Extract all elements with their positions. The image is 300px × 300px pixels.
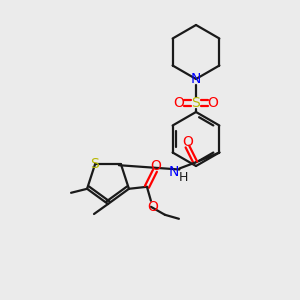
Text: O: O (151, 159, 161, 173)
Text: N: N (168, 166, 178, 179)
Text: H: H (179, 171, 188, 184)
Text: O: O (208, 96, 218, 110)
Text: N: N (191, 72, 201, 86)
Text: O: O (148, 200, 158, 214)
Text: O: O (182, 136, 193, 149)
Text: S: S (192, 96, 200, 110)
Text: O: O (174, 96, 184, 110)
Text: S: S (90, 157, 98, 171)
